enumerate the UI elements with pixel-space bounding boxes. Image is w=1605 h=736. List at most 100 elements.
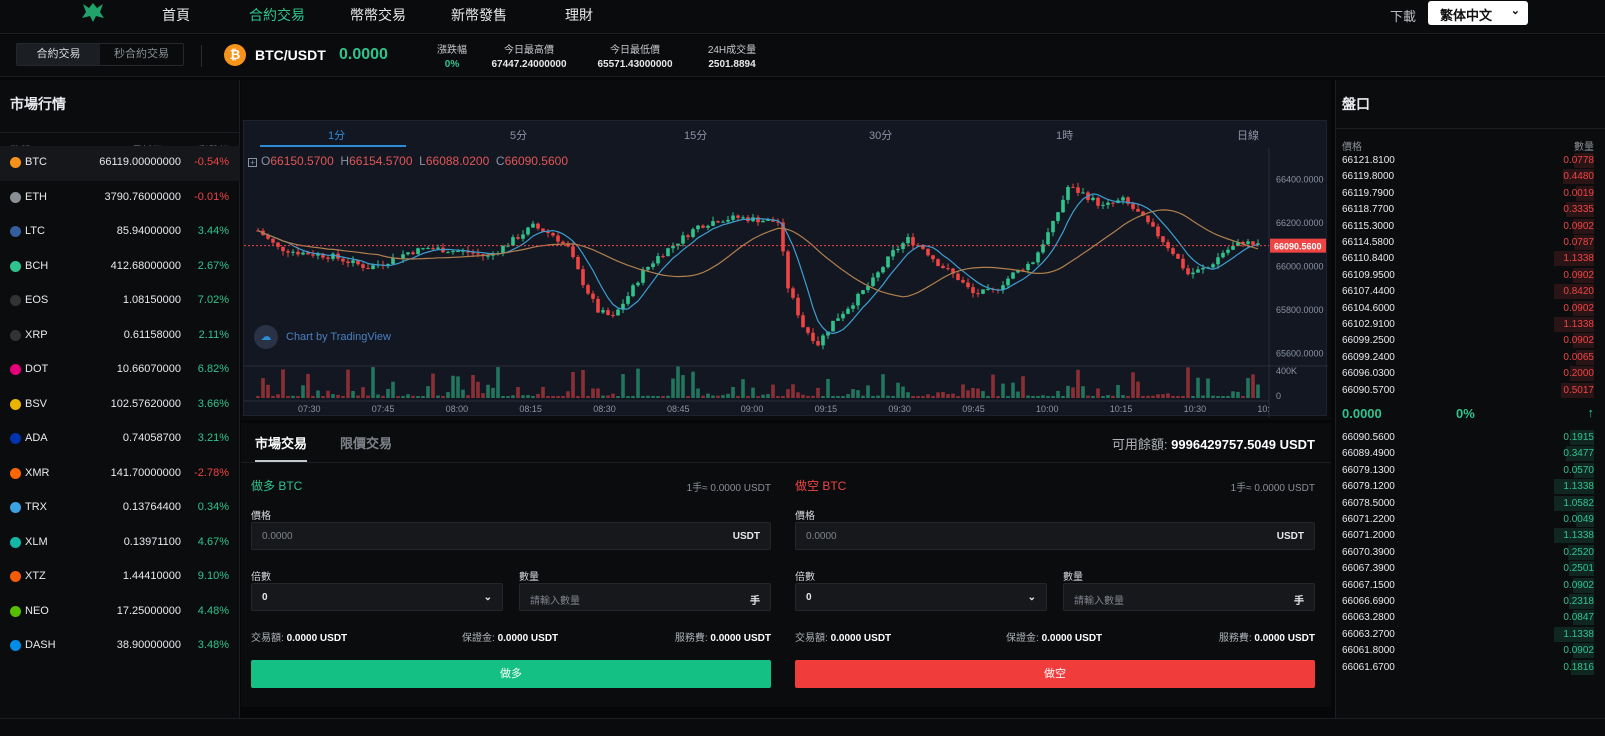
market-row[interactable]: XMR 141.70000000 -2.78% [0,457,240,492]
ask-row[interactable]: 66109.9500 0.0902 [1336,267,1605,284]
market-row[interactable]: TRX 0.13764400 0.34% [0,491,240,526]
candle-body [551,233,555,236]
nav-contract-trade[interactable]: 合約交易 [249,7,305,23]
market-price: 102.57620000 [110,397,181,410]
ask-row[interactable]: 66099.2400 0.0065 [1336,349,1605,366]
ask-row[interactable]: 66104.6000 0.0902 [1336,300,1605,317]
ask-row[interactable]: 66096.0300 0.2000 [1336,366,1605,382]
nav-home[interactable]: 首頁 [162,7,190,23]
ask-row[interactable]: 66119.7900 0.0019 [1336,185,1605,202]
candle-body [1111,202,1115,204]
bid-row[interactable]: 66067.1500 0.0902 [1336,577,1605,594]
ask-row[interactable]: 66110.8400 1.1338 [1336,251,1605,267]
bid-row[interactable]: 66070.3900 0.2520 [1336,544,1605,561]
download-link[interactable]: 下載 [1390,9,1417,24]
candle-body [751,217,755,222]
bid-row[interactable]: 66090.5600 0.1915 [1336,430,1605,446]
ob-price: 66121.8100 [1342,155,1395,166]
depth-bar [1573,300,1594,316]
market-row[interactable]: NEO 17.25000000 4.48% [0,595,240,630]
candle-body [851,305,855,309]
tab-contract[interactable]: 合約交易 [17,44,100,65]
candle-body [841,313,845,319]
market-row[interactable]: DASH 38.90000000 3.48% [0,629,240,664]
tradingview-badge[interactable]: ☁ Chart by TradingView [254,325,391,349]
market-row[interactable]: ETH 3790.76000000 -0.01% [0,181,240,216]
qty-unit: 手 [1294,596,1304,607]
leverage-select[interactable]: 0 ⌄ [795,583,1047,611]
volume-bar [641,395,645,398]
bid-row[interactable]: 66071.2000 1.1338 [1336,528,1605,544]
ask-row[interactable]: 66121.8100 0.0778 [1336,153,1605,169]
bid-row[interactable]: 66061.6700 0.1816 [1336,659,1605,676]
volume-bar [916,395,920,398]
language-select[interactable]: 繁体中文 ⌄ [1428,1,1528,25]
ask-row[interactable]: 66115.3000 0.0902 [1336,218,1605,235]
price-input[interactable]: 0.0000 USDT [795,522,1315,550]
tradingview-chart[interactable]: 1分 5分 15分 30分 1時 日線 + O66150.5700 H66154.… [243,120,1328,417]
tf-1d[interactable]: 日線 [1237,130,1259,142]
nav-new-coin[interactable]: 新幣發售 [451,7,507,23]
logo-icon[interactable] [80,0,106,24]
bid-row[interactable]: 66079.1300 0.0570 [1336,462,1605,479]
ask-row[interactable]: 66114.5800 0.0787 [1336,235,1605,251]
market-row[interactable]: XLM 0.13971100 4.67% [0,526,240,561]
fee-value: 0.0000 USDT [830,633,892,644]
tab-limit-trade[interactable]: 限價交易 [340,436,393,451]
bid-row[interactable]: 66071.2200 0.0049 [1336,512,1605,528]
tf-15m[interactable]: 15分 [684,130,708,142]
market-row[interactable]: ADA 0.74058700 3.21% [0,422,240,457]
candle-body [271,238,275,243]
tf-1m[interactable]: 1分 [328,130,346,142]
market-row[interactable]: BCH 412.68000000 2.67% [0,250,240,285]
tf-30m[interactable]: 30分 [869,130,893,142]
qty-input[interactable]: 請輸入數量 手 [519,583,771,611]
bid-row[interactable]: 66079.1200 1.1338 [1336,479,1605,495]
bid-row[interactable]: 66089.4900 0.3477 [1336,446,1605,462]
bid-row[interactable]: 66066.6900 0.2318 [1336,594,1605,610]
volume-bar [1091,395,1095,398]
qty-input[interactable]: 請輸入數量 手 [1063,583,1315,611]
bid-row[interactable]: 66063.2700 1.1338 [1336,626,1605,643]
sell-short-button[interactable]: 做空 [795,660,1315,688]
available-value: 9996429757.5049 USDT [1171,437,1315,452]
market-row[interactable]: BTC 66119.00000000 -0.54% [0,146,240,181]
candle-body [806,327,810,333]
market-row[interactable]: XRP 0.61158000 2.11% [0,319,240,354]
ask-row[interactable]: 66107.4400 0.8420 [1336,284,1605,300]
bid-row[interactable]: 66063.2800 0.0847 [1336,610,1605,626]
ask-row[interactable]: 66119.8000 0.4480 [1336,169,1605,185]
bid-row[interactable]: 66061.8000 0.0902 [1336,643,1605,659]
candle-body [1136,208,1140,212]
leverage-select[interactable]: 0 ⌄ [251,583,503,611]
volume-bar [351,390,355,398]
price-input[interactable]: 0.0000 USDT [251,522,771,550]
mid-change: 0% [1456,406,1475,421]
ask-row[interactable]: 66099.2500 0.0902 [1336,333,1605,349]
candle-body [1101,204,1105,206]
buy-long-button[interactable]: 做多 [251,660,771,688]
nav-finance[interactable]: 理財 [565,7,593,23]
candle-body [516,237,520,239]
plus-icon[interactable]: + [248,158,257,167]
ask-row[interactable]: 66118.7700 0.3335 [1336,202,1605,218]
ask-row[interactable]: 66090.5700 0.5017 [1336,382,1605,399]
nav-spot-trade[interactable]: 幣幣交易 [350,7,406,23]
candle-body [341,258,345,262]
market-row[interactable]: XTZ 1.44410000 9.10% [0,560,240,595]
tf-1h[interactable]: 1時 [1056,130,1074,142]
candle-body [561,241,565,244]
market-row[interactable]: LTC 85.94000000 3.44% [0,215,240,250]
market-row[interactable]: DOT 10.66070000 6.82% [0,353,240,388]
market-row[interactable]: BSV 102.57620000 3.66% [0,388,240,423]
volume-bar [526,395,530,398]
tf-5m[interactable]: 5分 [510,130,528,142]
tab-second-contract[interactable]: 秒合約交易 [114,48,169,60]
ask-row[interactable]: 66102.9100 1.1338 [1336,317,1605,333]
market-row[interactable]: EOS 1.08150000 7.02% [0,284,240,319]
coin-icon [10,329,21,341]
tab-market-trade[interactable]: 市場交易 [255,436,308,451]
bid-row[interactable]: 66078.5000 1.0582 [1336,495,1605,512]
volume-bar [356,395,360,398]
bid-row[interactable]: 66067.3900 0.2501 [1336,561,1605,577]
